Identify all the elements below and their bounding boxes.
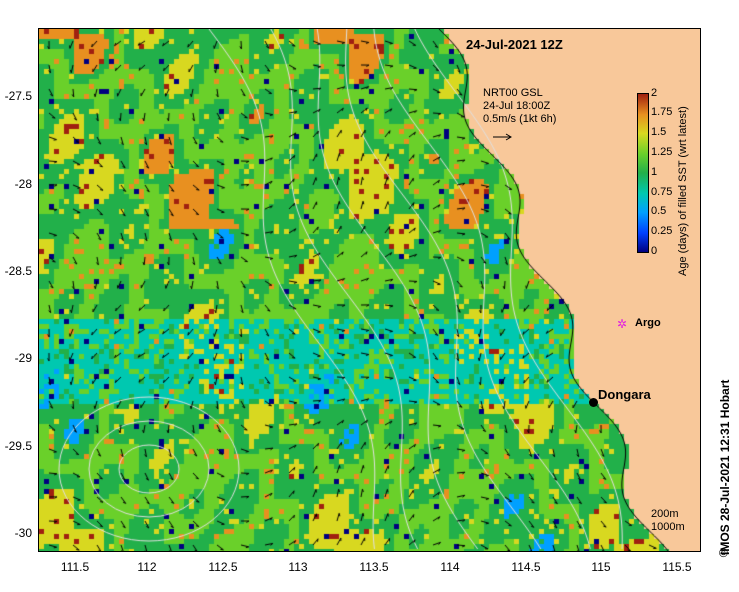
- colorbar-tick: 0: [651, 245, 658, 257]
- credit-text: IMOS 28-Jul-2021 12:31 Hobart: [718, 379, 732, 555]
- dongara-location-icon[interactable]: [589, 398, 598, 407]
- y-tick-label: -30: [14, 526, 32, 540]
- x-tick-label: 112: [137, 560, 157, 574]
- y-tick-label: -27.5: [4, 89, 32, 103]
- argo-label: Argo: [635, 317, 661, 329]
- credit-wrap: IMOS 28-Jul-2021 12:31 Hobart: [716, 0, 736, 592]
- contour-legend-1000: 1000m: [651, 521, 685, 533]
- x-tick-label: 115: [591, 560, 611, 574]
- x-tick-label: 113.5: [359, 560, 389, 574]
- map-frame: [38, 28, 701, 552]
- vector-legend-source: NRT00 GSL: [483, 87, 543, 99]
- colorbar-tick: 0.75: [651, 186, 673, 198]
- x-tick-label: 111.5: [60, 560, 90, 574]
- colorbar-tick: 0.5: [651, 205, 667, 217]
- x-tick-label: 113: [288, 560, 308, 574]
- colorbar-tick: 1.75: [651, 106, 673, 118]
- y-tick-label: -28.5: [4, 264, 32, 278]
- colorbar-title: Age (days) of filled SST (wrt latest): [677, 106, 689, 276]
- colorbar-tick: 1.5: [651, 126, 667, 138]
- contour-legend-200: 200m: [651, 508, 679, 520]
- dongara-label: Dongara: [598, 387, 651, 402]
- x-tick-label: 112.5: [208, 560, 238, 574]
- colorbar-tick: 1: [651, 166, 658, 178]
- vector-legend: NRT00 GSL 24-Jul 18:00Z 0.5m/s (1kt 6h): [483, 87, 556, 126]
- map-title: 24-Jul-2021 12Z: [466, 37, 563, 52]
- x-tick-label: 115.5: [662, 560, 692, 574]
- vector-legend-time: 24-Jul 18:00Z: [483, 100, 551, 112]
- scale-arrow-icon: [493, 133, 512, 141]
- y-tick-label: -29.5: [4, 439, 32, 453]
- copyright-icon: ©: [719, 546, 728, 560]
- colorbar-title-wrap: Age (days) of filled SST (wrt latest): [677, 96, 691, 276]
- sst-age-map[interactable]: [39, 29, 700, 551]
- colorbar-tick: 0.25: [651, 225, 673, 237]
- x-tick-label: 114: [440, 560, 460, 574]
- y-tick-label: -29: [14, 351, 32, 365]
- vector-legend-scale: 0.5m/s (1kt 6h): [483, 113, 557, 125]
- colorbar-tick: 2: [651, 87, 658, 99]
- colorbar: [637, 93, 649, 253]
- argo-float-icon[interactable]: ✲: [617, 317, 628, 331]
- colorbar-tick: 1.25: [651, 146, 673, 158]
- x-tick-label: 114.5: [511, 560, 541, 574]
- y-tick-label: -28: [14, 177, 32, 191]
